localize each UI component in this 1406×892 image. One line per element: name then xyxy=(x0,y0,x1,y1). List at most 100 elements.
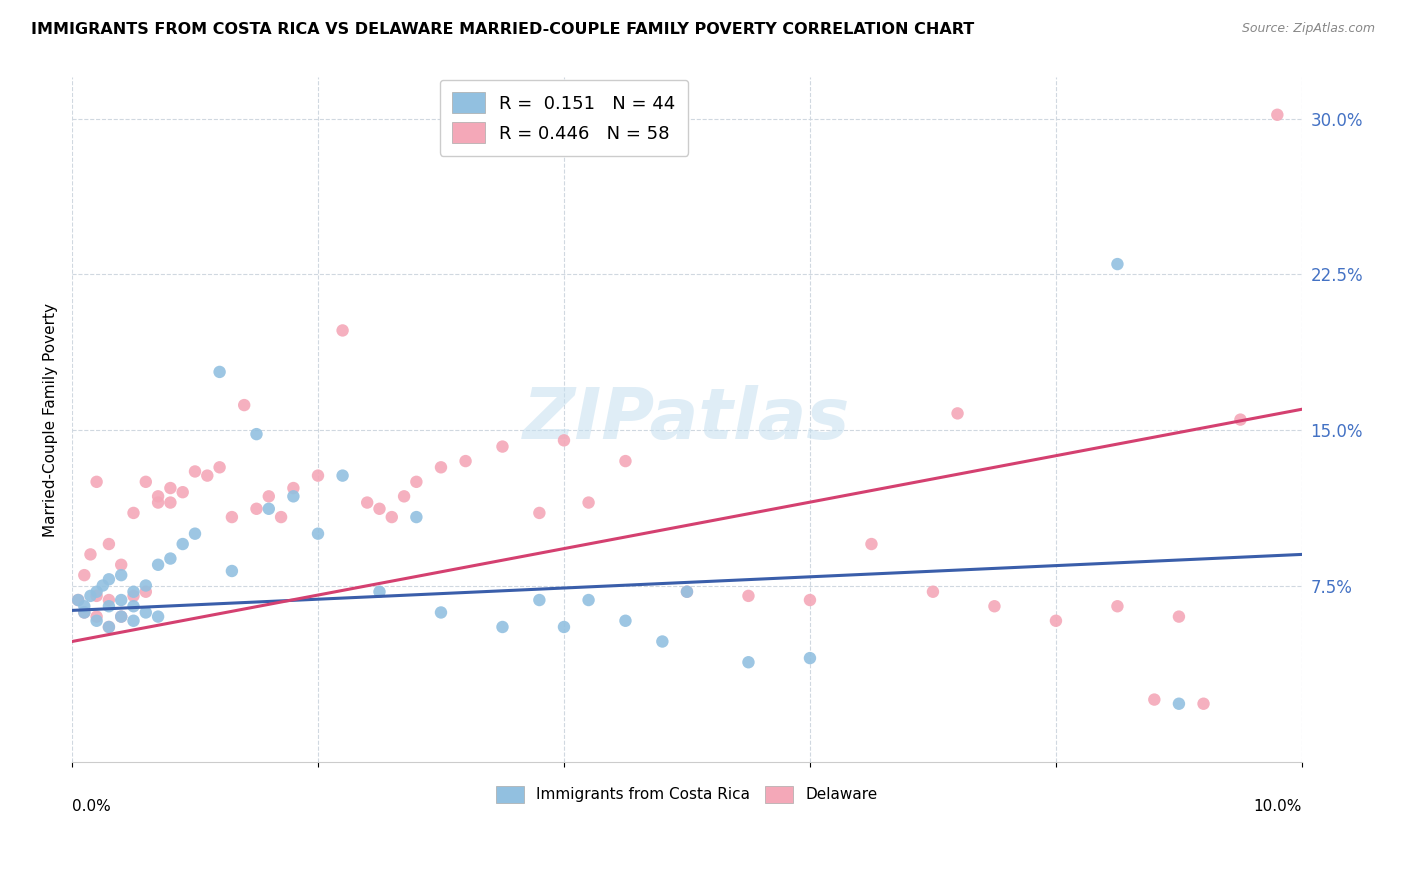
Point xyxy=(184,465,207,479)
Point xyxy=(1167,609,1189,624)
Point xyxy=(195,468,218,483)
Point xyxy=(368,584,391,599)
Point xyxy=(97,572,120,586)
Point xyxy=(553,620,575,634)
Point xyxy=(454,454,477,468)
Point xyxy=(737,589,759,603)
Point xyxy=(97,593,120,607)
Point xyxy=(368,501,391,516)
Point xyxy=(1229,412,1251,426)
Point xyxy=(135,584,157,599)
Point xyxy=(430,606,453,620)
Point xyxy=(799,651,821,665)
Point xyxy=(79,548,101,562)
Point xyxy=(110,558,132,572)
Point xyxy=(270,510,292,524)
Point xyxy=(122,584,145,599)
Point xyxy=(1107,599,1129,614)
Point xyxy=(245,427,267,442)
Point xyxy=(860,537,883,551)
Point xyxy=(245,501,267,516)
Point xyxy=(172,485,194,500)
Point xyxy=(73,606,96,620)
Point xyxy=(67,593,90,607)
Point xyxy=(97,599,120,614)
Point xyxy=(73,568,96,582)
Point xyxy=(491,440,513,454)
Point xyxy=(553,434,575,448)
Text: 0.0%: 0.0% xyxy=(72,799,111,814)
Point xyxy=(146,558,169,572)
Point xyxy=(307,526,329,541)
Point xyxy=(86,584,108,599)
Point xyxy=(283,481,305,495)
Point xyxy=(146,495,169,509)
Point xyxy=(122,599,145,614)
Point xyxy=(110,609,132,624)
Point xyxy=(122,506,145,520)
Point xyxy=(1143,692,1166,706)
Point xyxy=(97,620,120,634)
Point xyxy=(283,489,305,503)
Point xyxy=(405,510,427,524)
Point xyxy=(529,593,551,607)
Point xyxy=(86,475,108,489)
Text: IMMIGRANTS FROM COSTA RICA VS DELAWARE MARRIED-COUPLE FAMILY POVERTY CORRELATION: IMMIGRANTS FROM COSTA RICA VS DELAWARE M… xyxy=(31,22,974,37)
Point xyxy=(86,614,108,628)
Point xyxy=(67,593,90,607)
Point xyxy=(184,526,207,541)
Point xyxy=(97,620,120,634)
Point xyxy=(1265,108,1288,122)
Point xyxy=(381,510,404,524)
Point xyxy=(86,609,108,624)
Point xyxy=(529,506,551,520)
Point xyxy=(159,551,181,566)
Point xyxy=(430,460,453,475)
Text: Source: ZipAtlas.com: Source: ZipAtlas.com xyxy=(1241,22,1375,36)
Point xyxy=(91,578,114,592)
Point xyxy=(1107,257,1129,271)
Point xyxy=(208,365,231,379)
Text: ZIPatlas: ZIPatlas xyxy=(523,385,851,454)
Point xyxy=(122,589,145,603)
Point xyxy=(1045,614,1067,628)
Point xyxy=(257,489,280,503)
Point xyxy=(97,537,120,551)
Point xyxy=(172,537,194,551)
Point xyxy=(86,589,108,603)
Point xyxy=(146,489,169,503)
Point xyxy=(1192,697,1215,711)
Point xyxy=(332,468,354,483)
Point xyxy=(737,655,759,669)
Point xyxy=(676,584,699,599)
Point xyxy=(491,620,513,634)
Point xyxy=(221,564,243,578)
Point xyxy=(356,495,378,509)
Point xyxy=(983,599,1005,614)
Point xyxy=(578,495,600,509)
Point xyxy=(1167,697,1189,711)
Y-axis label: Married-Couple Family Poverty: Married-Couple Family Poverty xyxy=(44,302,58,537)
Point xyxy=(332,323,354,337)
Point xyxy=(135,475,157,489)
Point xyxy=(135,606,157,620)
Point xyxy=(110,593,132,607)
Point xyxy=(159,481,181,495)
Point xyxy=(257,501,280,516)
Point xyxy=(799,593,821,607)
Point xyxy=(676,584,699,599)
Point xyxy=(614,454,637,468)
Point xyxy=(208,460,231,475)
Point xyxy=(73,606,96,620)
Point xyxy=(221,510,243,524)
Point xyxy=(110,568,132,582)
Point xyxy=(578,593,600,607)
Point xyxy=(73,599,96,614)
Legend: Immigrants from Costa Rica, Delaware: Immigrants from Costa Rica, Delaware xyxy=(488,776,887,813)
Text: 10.0%: 10.0% xyxy=(1254,799,1302,814)
Point xyxy=(614,614,637,628)
Point xyxy=(79,589,101,603)
Point xyxy=(946,406,969,420)
Point xyxy=(651,634,673,648)
Point xyxy=(405,475,427,489)
